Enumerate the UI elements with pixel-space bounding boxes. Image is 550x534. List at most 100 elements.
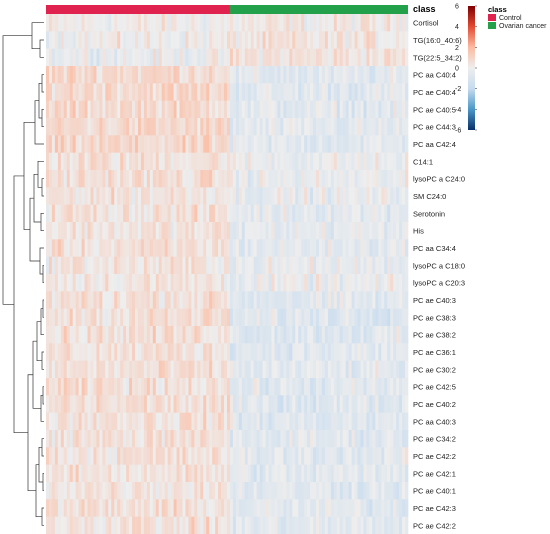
heatmap-cell — [215, 516, 219, 534]
heatmap-cell — [241, 360, 246, 379]
heatmap-cell — [51, 14, 56, 32]
heatmap-cell — [336, 430, 341, 448]
heatmap-cell — [235, 83, 240, 102]
heatmap-cell — [256, 48, 260, 67]
heatmap-cell — [54, 447, 59, 466]
heatmap-cell — [351, 222, 355, 240]
heatmap-cell — [81, 118, 85, 136]
heatmap-cell — [235, 135, 240, 154]
heatmap-cell — [215, 482, 219, 500]
heatmap-cell — [393, 187, 397, 206]
heatmap-cell — [117, 378, 121, 396]
heatmap-cell — [75, 222, 79, 240]
heatmap-cell — [360, 360, 364, 379]
heatmap-cell — [381, 360, 385, 379]
heatmap-cell — [75, 447, 79, 466]
heatmap-cell — [161, 308, 166, 327]
heatmap-cell — [327, 499, 332, 518]
heatmap-cell — [170, 100, 174, 119]
heatmap-cell — [354, 343, 358, 362]
heatmap-cell — [363, 326, 367, 344]
heatmap-cell — [108, 222, 112, 240]
heatmap-cell — [54, 31, 59, 50]
heatmap-cell — [241, 14, 246, 32]
heatmap-cell — [351, 326, 355, 344]
heatmap-cell — [333, 291, 338, 310]
heatmap-cell — [399, 204, 403, 223]
heatmap-cell — [87, 308, 91, 327]
heatmap-cell — [235, 239, 240, 258]
heatmap-cell — [197, 378, 201, 396]
heatmap-cell — [203, 326, 207, 344]
heatmap-cell — [277, 135, 281, 154]
heatmap-cell — [114, 343, 118, 362]
heatmap-cell — [247, 66, 252, 84]
heatmap-cell — [244, 430, 249, 448]
heatmap-cell — [327, 204, 332, 223]
heatmap-cell — [200, 170, 204, 188]
heatmap-cell — [402, 14, 406, 32]
heatmap-cell — [227, 395, 231, 414]
heatmap-cell — [339, 256, 344, 275]
heatmap-cell — [390, 291, 394, 310]
heatmap-cell — [164, 464, 169, 483]
heatmap-cell — [271, 222, 275, 240]
heatmap-cell — [63, 378, 68, 396]
heatmap-cell — [402, 395, 406, 414]
heatmap-cell — [66, 222, 71, 240]
heatmap-cell — [250, 118, 255, 136]
heatmap-cell — [179, 447, 183, 466]
heatmap-cell — [381, 152, 385, 171]
heatmap-cell — [188, 239, 192, 258]
heatmap-cell — [241, 100, 246, 119]
heatmap-cell — [333, 360, 338, 379]
heatmap-cell — [57, 464, 62, 483]
heatmap-cell — [72, 222, 77, 240]
heatmap-cell — [108, 187, 112, 206]
heatmap-cell — [132, 204, 136, 223]
heatmap-cell — [57, 326, 62, 344]
heatmap-cell — [123, 430, 127, 448]
heatmap-cell — [224, 14, 228, 32]
heatmap-cell — [390, 412, 394, 431]
heatmap-cell — [286, 204, 290, 223]
heatmap-cell — [372, 187, 376, 206]
heatmap-cell — [120, 48, 124, 67]
heatmap-cell — [369, 187, 373, 206]
heatmap-cell — [164, 204, 169, 223]
heatmap-cell — [209, 66, 213, 84]
heatmap-cell — [63, 343, 68, 362]
heatmap-cell — [241, 83, 246, 102]
heatmap-cell — [268, 100, 272, 119]
heatmap-cell — [60, 274, 65, 292]
heatmap-cell — [274, 135, 278, 154]
heatmap-cell — [72, 14, 77, 32]
dendrogram-branch — [38, 82, 42, 119]
heatmap-cell — [72, 378, 77, 396]
heatmap-cell — [336, 170, 341, 188]
heatmap-cell — [90, 308, 94, 327]
heatmap-cell — [396, 482, 400, 500]
heatmap-cell — [289, 256, 293, 275]
heatmap-cell — [399, 308, 403, 327]
heatmap-cell — [120, 83, 124, 102]
heatmap-cell — [200, 118, 204, 136]
heatmap-cell — [63, 308, 68, 327]
heatmap-cell — [366, 222, 370, 240]
heatmap-cell — [215, 447, 219, 466]
heatmap-cell — [90, 187, 94, 206]
heatmap-cell — [123, 274, 127, 292]
heatmap-cell — [108, 66, 112, 84]
heatmap-cell — [152, 308, 157, 327]
heatmap-cell — [339, 187, 344, 206]
heatmap-cell — [381, 135, 385, 154]
heatmap-cell — [336, 48, 341, 67]
heatmap-cell — [114, 378, 118, 396]
heatmap-cell — [69, 430, 74, 448]
heatmap-cell — [304, 274, 308, 292]
heatmap-cell — [375, 499, 379, 518]
heatmap-cell — [342, 343, 347, 362]
heatmap-cell — [342, 14, 347, 32]
heatmap-cell — [351, 430, 355, 448]
heatmap-cell — [256, 100, 260, 119]
